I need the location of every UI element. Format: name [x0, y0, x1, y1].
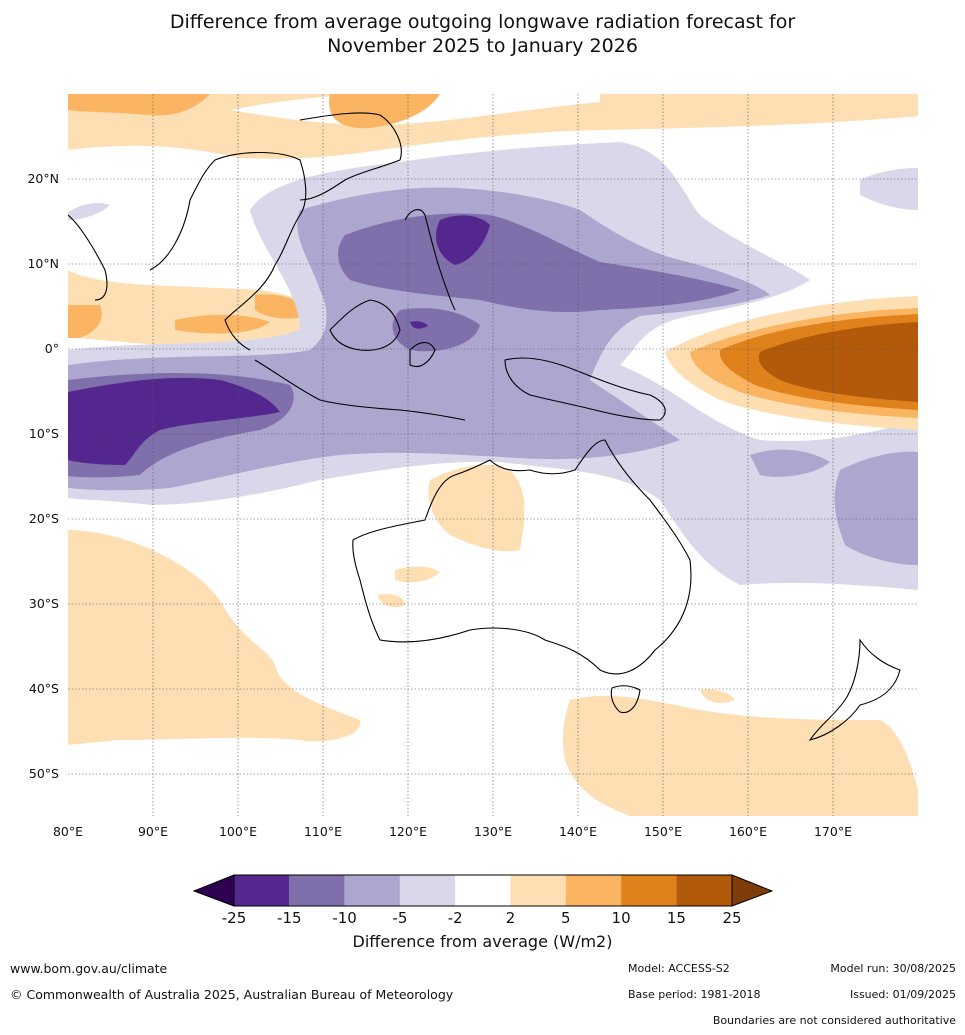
- colorbar-tick: 15: [667, 909, 686, 927]
- colorbar-tick: 25: [722, 909, 741, 927]
- new-zealand-coastline: [808, 638, 901, 741]
- lon-tick-110e: 110°E: [304, 824, 342, 839]
- anomaly-maritime-negative: [68, 142, 918, 590]
- graticule: [68, 94, 918, 816]
- lon-tick-100e: 100°E: [219, 824, 257, 839]
- colorbar-tick: -15: [277, 909, 302, 927]
- colorbar-tick-labels: -25 -15 -10 -5 -2 2 5 10 15 25: [222, 909, 742, 927]
- lon-tick-140e: 140°E: [559, 824, 597, 839]
- colorbar-tick: -2: [448, 909, 463, 927]
- china-coastline: [299, 112, 402, 201]
- colorbar-swatch: [399, 875, 456, 906]
- tasmania-coastline: [610, 685, 641, 714]
- model-text: Model: ACCESS-S2: [628, 962, 730, 975]
- colorbar-swatch: [621, 875, 677, 906]
- lat-tick-30s: 30°S: [29, 596, 59, 611]
- india-coastline: [68, 214, 108, 301]
- australia-coastline: [352, 439, 692, 675]
- colorbar-tick: 10: [612, 909, 631, 927]
- colorbar-over-arrow: [731, 874, 774, 907]
- sumatra-java-coastline: [254, 359, 466, 421]
- title-line-2: November 2025 to January 2026: [327, 35, 638, 57]
- lat-tick-40s: 40°S: [29, 681, 59, 696]
- lon-tick-160e: 160°E: [729, 824, 767, 839]
- colorbar-swatch: [676, 875, 732, 906]
- colorbar-swatch: [455, 875, 511, 906]
- borneo-coastline: [329, 299, 401, 351]
- colorbar: -25 -15 -10 -5 -2 2 5 10 15 25: [192, 874, 774, 927]
- lat-tick-20s: 20°S: [29, 511, 59, 526]
- colorbar-tick: -5: [392, 909, 407, 927]
- anomaly-west-positive: [68, 270, 334, 350]
- anomaly-south-positive: [68, 464, 918, 816]
- issued-text: Issued: 01/09/2025: [849, 988, 956, 1001]
- lon-tick-labels: 80°E 90°E 100°E 110°E 120°E 130°E 140°E …: [53, 824, 852, 839]
- lon-tick-120e: 120°E: [389, 824, 427, 839]
- lat-tick-0: 0°: [45, 341, 59, 356]
- website-link[interactable]: www.bom.gov.au/climate: [10, 961, 168, 976]
- lat-tick-50s: 50°S: [29, 766, 59, 781]
- lat-tick-10s: 10°S: [29, 426, 59, 441]
- colorbar-tick: 5: [561, 909, 571, 927]
- colorbar-swatch: [344, 875, 400, 906]
- map-title: Difference from average outgoing longwav…: [0, 10, 965, 58]
- lat-tick-10n: 10°N: [27, 256, 59, 271]
- colorbar-tick: -25: [222, 909, 247, 927]
- lon-tick-150e: 150°E: [644, 824, 682, 839]
- coastlines: [68, 112, 901, 741]
- se-asia-coastline: [149, 151, 307, 351]
- title-line-1: Difference from average outgoing longwav…: [169, 11, 796, 33]
- colorbar-swatch: [565, 875, 622, 906]
- lat-tick-labels: 20°N 10°N 0° 10°S 20°S 30°S 40°S 50°S: [27, 171, 59, 781]
- base-period-text: Base period: 1981-2018: [628, 988, 761, 1001]
- model-run-text: Model run: 30/08/2025: [830, 962, 956, 975]
- lat-tick-20n: 20°N: [27, 171, 59, 186]
- colorbar-under-arrow: [192, 874, 235, 907]
- colorbar-tick: -10: [332, 909, 357, 927]
- colorbar-swatch: [234, 875, 290, 906]
- colorbar-swatch: [510, 875, 566, 906]
- copyright-text: © Commonwealth of Australia 2025, Austra…: [10, 987, 454, 1002]
- colorbar-swatch: [289, 875, 345, 906]
- lon-tick-80e: 80°E: [53, 824, 83, 839]
- colorbar-title: Difference from average (W/m2): [352, 932, 613, 951]
- lon-tick-90e: 90°E: [138, 824, 168, 839]
- anomaly-pacific-positive: [665, 296, 918, 430]
- lon-tick-130e: 130°E: [474, 824, 512, 839]
- sulawesi-coastline: [409, 341, 436, 368]
- philippines-coastline: [404, 209, 456, 311]
- map-plot-area: [68, 94, 918, 816]
- colorbar-tick: 2: [506, 909, 516, 927]
- new-guinea-coastline: [504, 357, 666, 421]
- lon-tick-170e: 170°E: [814, 824, 852, 839]
- disclaimer-text: Boundaries are not considered authoritat…: [712, 1014, 956, 1027]
